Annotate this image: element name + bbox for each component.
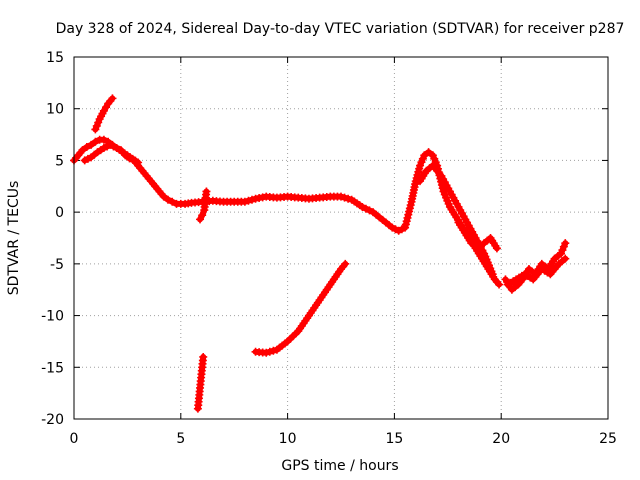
data-point-marker — [488, 270, 497, 279]
data-point-marker — [265, 347, 274, 356]
x-tick-label: 20 — [492, 431, 510, 447]
data-point-marker — [248, 195, 256, 204]
data-point-marker — [163, 195, 172, 204]
data-point-marker — [82, 142, 91, 151]
data-point-marker — [269, 346, 278, 355]
data-point-marker — [492, 244, 501, 253]
y-tick-labels: -20 -15 -10 -5 0 5 10 15 — [41, 50, 64, 428]
data-point-marker — [168, 197, 177, 206]
y-tick-label: 10 — [46, 102, 64, 118]
data-point-marker — [420, 151, 429, 160]
chart-title: Day 328 of 2024, Sidereal Day-to-day VTE… — [56, 21, 625, 37]
x-tick-label: 5 — [176, 431, 185, 447]
series-branch-lower — [80, 140, 143, 167]
data-point-marker — [340, 193, 349, 202]
data-point-marker — [240, 197, 249, 206]
data-point-marker — [495, 280, 504, 289]
data-point-marker — [134, 158, 143, 167]
data-point-marker — [337, 192, 345, 201]
series-branch-upper — [91, 94, 117, 134]
x-tick-label: 25 — [599, 431, 617, 447]
data-point-marker — [202, 187, 211, 196]
data-point-marker — [361, 204, 370, 213]
y-tick-label: -5 — [50, 257, 64, 273]
series-segment-9-13h — [251, 259, 350, 357]
y-tick-label: 5 — [55, 153, 64, 169]
y-tick-label: -20 — [41, 412, 64, 428]
y-tick-label: 15 — [46, 50, 64, 66]
series-segment-6h-break — [196, 187, 211, 224]
y-axis-label: SDTVAR / TECUs — [6, 181, 22, 296]
series-segment-6h — [193, 352, 208, 413]
data-point-marker — [344, 194, 353, 203]
data-series — [70, 94, 570, 413]
data-point-marker — [108, 94, 117, 103]
series-trace-20-23b — [503, 254, 570, 289]
data-point-marker — [91, 137, 100, 146]
x-tick-label: 0 — [70, 431, 79, 447]
x-axis-label: GPS time / hours — [281, 458, 398, 474]
x-tick-label: 15 — [385, 431, 403, 447]
data-point-marker — [244, 196, 253, 205]
data-point-marker — [99, 135, 108, 144]
data-point-marker — [78, 146, 87, 155]
data-point-marker — [561, 239, 570, 248]
data-point-marker — [262, 348, 271, 357]
data-point-marker — [341, 259, 350, 268]
plot-frame — [73, 56, 609, 420]
y-tick-label: -15 — [41, 360, 64, 376]
data-point-marker — [561, 254, 570, 263]
data-point-marker — [159, 192, 168, 201]
y-tick-label: -10 — [41, 309, 64, 325]
data-point-marker — [424, 148, 433, 157]
x-tick-labels: 0 5 10 15 20 25 — [70, 431, 617, 447]
data-point-marker — [365, 206, 374, 215]
x-tick-label: 10 — [279, 431, 297, 447]
data-point-marker — [199, 352, 208, 361]
data-point-marker — [196, 215, 205, 224]
data-point-marker — [87, 140, 96, 149]
data-point-marker — [358, 202, 367, 211]
y-tick-label: 0 — [55, 205, 64, 221]
grid-lines — [74, 57, 608, 419]
series-branch-18-19b — [454, 218, 501, 253]
data-point-marker — [198, 211, 207, 220]
